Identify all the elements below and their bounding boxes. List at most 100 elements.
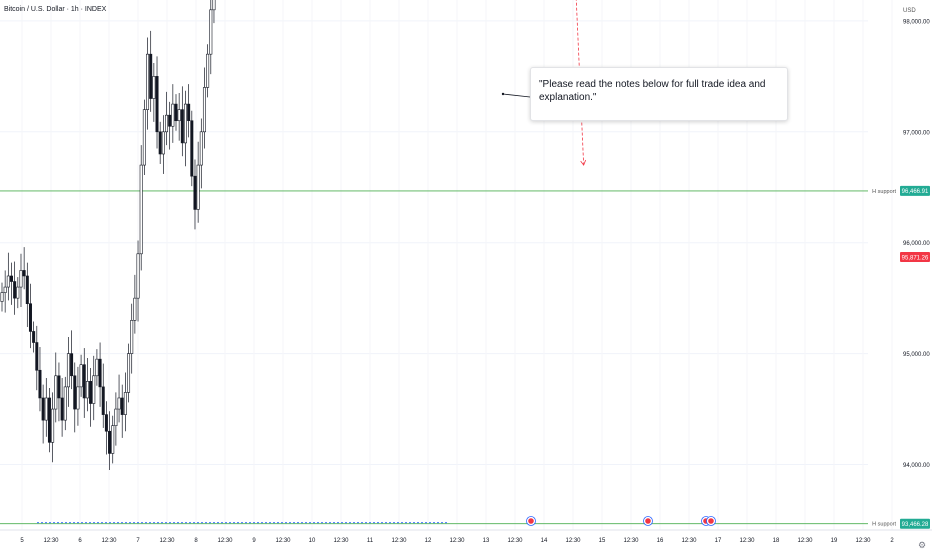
x-tick-label: 12:30 (855, 538, 871, 544)
x-tick-label: 14 (541, 538, 548, 544)
time-axis: 5 12:30 6 12:30 7 12:30 8 12:30 9 12:30 10 12:30 11 1… (0, 529, 932, 544)
level-name: H support (872, 189, 896, 195)
candle-body (32, 331, 36, 343)
candle-body (187, 103, 191, 122)
x-tick-label: 12:30 (101, 538, 117, 544)
candle-body (13, 281, 17, 299)
price-label-text: 96,466.91 (902, 189, 929, 195)
candle-body (193, 175, 197, 210)
candle-body (9, 275, 13, 282)
y-tick-label: 97,000.00 (903, 130, 930, 136)
price-axis: 107,000.00106,000.00104,000.00103,000.00… (900, 19, 930, 529)
x-tick-label: 16 (657, 538, 664, 544)
x-tick-label: 5 (20, 538, 24, 544)
candle-body (161, 131, 165, 155)
event-markers (526, 516, 716, 526)
candle-body (136, 253, 140, 299)
candle-body (54, 375, 58, 410)
candle-body (114, 408, 118, 426)
candle-body (209, 9, 213, 55)
candle-body (22, 270, 26, 277)
level-name: H support (872, 522, 896, 528)
candle-body (66, 353, 70, 388)
projection-arrowhead (580, 159, 587, 166)
candlestick-series (0, 0, 216, 471)
candle-body (155, 76, 159, 133)
candle-body (6, 275, 10, 288)
y-tick-label: 96,000.00 (903, 241, 930, 247)
chart-grid (0, 20, 868, 466)
x-tick-label: 10 (309, 538, 316, 544)
trade-note-callout[interactable]: "Please read the notes below for full tr… (530, 67, 788, 121)
candle-body (174, 103, 178, 122)
x-tick-label: 18 (773, 538, 780, 544)
candle-body (149, 53, 153, 99)
candle-body (196, 164, 200, 210)
candle-body (79, 364, 83, 388)
candle-body (171, 103, 175, 127)
candle-body (98, 358, 102, 388)
candle-body (206, 53, 210, 88)
x-tick-label: 7 (136, 538, 140, 544)
x-tick-label: 9 (252, 538, 256, 544)
x-tick-label: 17 (715, 538, 722, 544)
candle-body (16, 286, 20, 299)
x-tick-label: 6 (78, 538, 82, 544)
candle-body (183, 103, 187, 144)
candle-body (146, 53, 150, 110)
candle-body (0, 292, 4, 302)
candle-body (165, 114, 169, 133)
candle-body (202, 87, 206, 133)
candle-body (25, 275, 29, 305)
x-tick-label: 12:30 (217, 538, 233, 544)
projection-path (501, 0, 587, 166)
candle-body (190, 120, 194, 177)
x-tick-label: 12:30 (623, 538, 639, 544)
note-connector (502, 93, 531, 98)
candle-body (51, 408, 55, 443)
candle-body (123, 392, 127, 415)
x-tick-label: 11 (367, 538, 374, 544)
candle-body (41, 397, 45, 421)
gear-icon[interactable]: ⚙ (918, 540, 927, 550)
candle-body (117, 397, 121, 410)
x-tick-label: 12 (425, 538, 432, 544)
candle-body (108, 430, 112, 454)
x-tick-label: 12:30 (739, 538, 755, 544)
us-event-icon-inner (708, 518, 714, 524)
candle-body (35, 342, 39, 371)
candle-body (44, 397, 48, 421)
x-tick-label: 12:30 (681, 538, 697, 544)
candle-body (101, 386, 105, 415)
symbol-title: Bitcoin / U.S. Dollar · 1h · INDEX (4, 6, 107, 13)
x-tick-label: 12:30 (797, 538, 813, 544)
x-tick-label: 12:30 (159, 538, 175, 544)
x-tick-label: 12:30 (507, 538, 523, 544)
candle-body (142, 109, 146, 166)
candle-body (85, 381, 89, 399)
x-tick-label: 2 (890, 538, 894, 544)
candle-body (199, 131, 203, 166)
us-event-icon-inner (645, 518, 651, 524)
candle-body (76, 386, 80, 410)
x-tick-label: 12:30 (275, 538, 291, 544)
candle-body (47, 397, 51, 443)
price-label-box (900, 518, 930, 529)
us-event-icon-inner (528, 518, 534, 524)
candle-body (152, 76, 156, 99)
x-tick-label: 13 (483, 538, 490, 544)
y-tick-label: 94,000.00 (903, 463, 930, 469)
x-tick-label: 12:30 (333, 538, 349, 544)
trade-note-text: "Please read the notes below for full tr… (539, 79, 766, 103)
x-tick-label: 8 (194, 538, 198, 544)
candle-body (180, 109, 184, 144)
x-tick-label: 12:30 (391, 538, 407, 544)
candle-body (168, 114, 172, 127)
note-anchor-dot (501, 92, 505, 96)
price-label-box (900, 251, 930, 262)
x-tick-label: 12:30 (43, 538, 59, 544)
candle-body (130, 320, 134, 354)
candle-body (111, 425, 115, 454)
